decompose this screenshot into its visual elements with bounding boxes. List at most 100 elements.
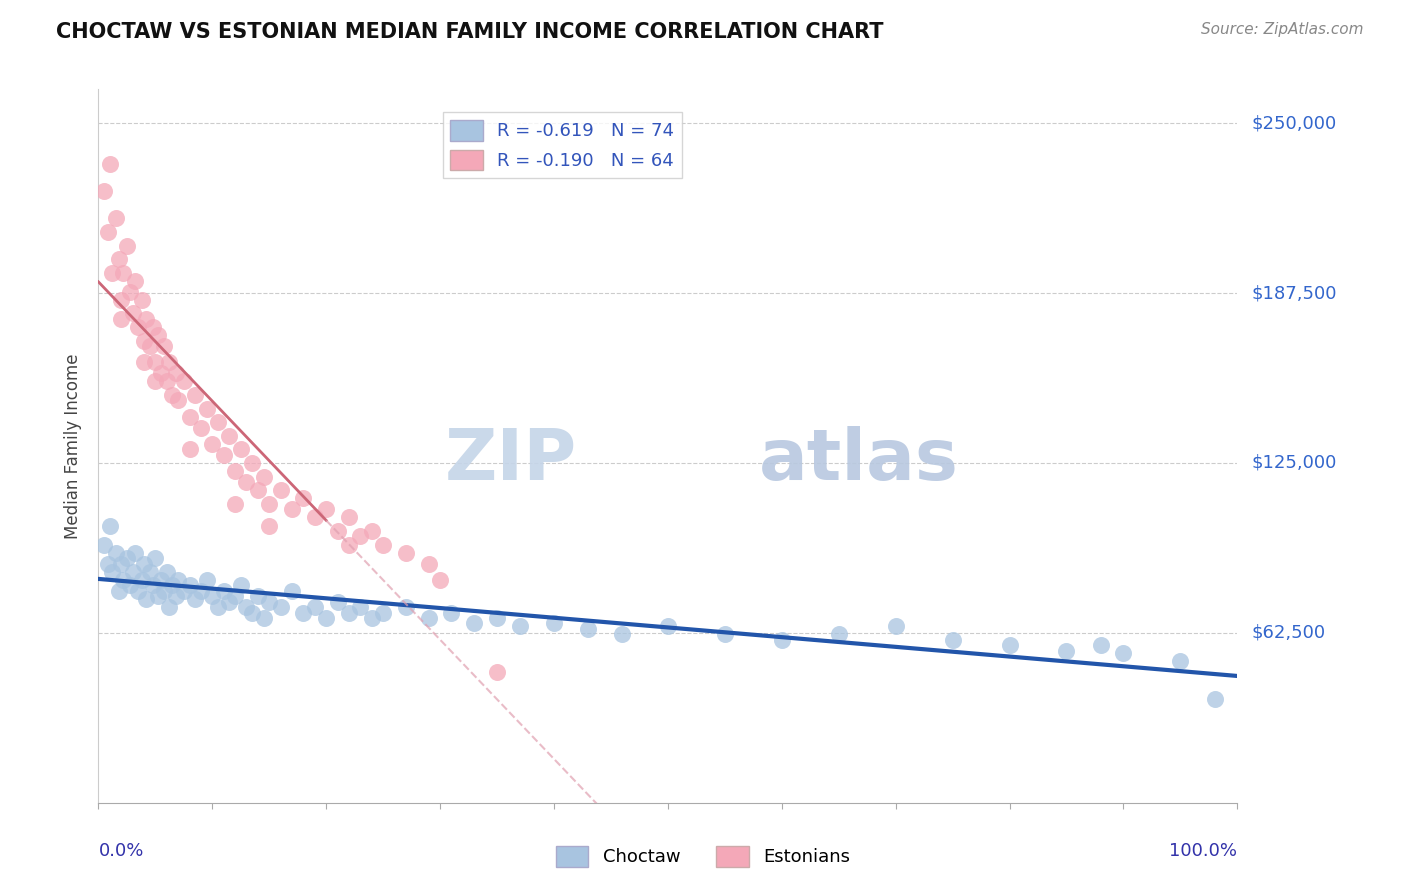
Text: 0.0%: 0.0%	[98, 842, 143, 860]
Point	[270, 483, 292, 498]
Text: 100.0%: 100.0%	[1170, 842, 1237, 860]
Point	[101, 565, 124, 579]
Point	[337, 537, 360, 551]
Point	[179, 578, 201, 592]
Point	[112, 266, 135, 280]
Point	[179, 409, 201, 424]
Point	[252, 611, 274, 625]
Point	[127, 320, 149, 334]
Point	[162, 388, 184, 402]
Point	[229, 442, 252, 457]
Point	[429, 573, 451, 587]
Point	[112, 573, 135, 587]
Point	[190, 420, 212, 434]
Point	[98, 157, 121, 171]
Text: $187,500: $187,500	[1251, 284, 1337, 302]
Point	[150, 366, 173, 380]
Point	[162, 578, 184, 592]
Point	[1054, 643, 1078, 657]
Point	[127, 583, 149, 598]
Point	[218, 594, 240, 608]
Point	[235, 600, 257, 615]
Point	[395, 546, 418, 560]
Point	[165, 366, 187, 380]
Point	[1170, 655, 1192, 669]
Point	[543, 616, 565, 631]
Point	[942, 632, 965, 647]
Point	[156, 565, 179, 579]
Point	[173, 583, 195, 598]
Point	[315, 502, 337, 516]
Point	[145, 375, 167, 389]
Point	[93, 537, 115, 551]
Point	[195, 401, 218, 416]
Point	[1112, 646, 1135, 660]
Text: atlas: atlas	[759, 425, 959, 495]
Point	[146, 589, 169, 603]
Point	[132, 355, 155, 369]
Text: ZIP: ZIP	[444, 425, 576, 495]
Point	[110, 293, 132, 307]
Point	[1090, 638, 1112, 652]
Point	[110, 312, 132, 326]
Point	[998, 638, 1021, 652]
Legend: R = -0.619   N = 74, R = -0.190   N = 64: R = -0.619 N = 74, R = -0.190 N = 64	[443, 112, 682, 178]
Point	[292, 606, 315, 620]
Point	[259, 594, 281, 608]
Point	[224, 464, 246, 478]
Point	[326, 524, 349, 538]
Point	[167, 573, 190, 587]
Point	[157, 600, 180, 615]
Point	[146, 328, 169, 343]
Point	[145, 551, 167, 566]
Point	[96, 225, 118, 239]
Point	[360, 611, 382, 625]
Y-axis label: Median Family Income: Median Family Income	[65, 353, 83, 539]
Point	[212, 583, 235, 598]
Point	[120, 578, 142, 592]
Point	[259, 497, 281, 511]
Legend: Choctaw, Estonians: Choctaw, Estonians	[548, 838, 858, 874]
Point	[207, 415, 229, 429]
Text: $125,000: $125,000	[1251, 454, 1337, 472]
Point	[884, 619, 907, 633]
Point	[246, 483, 269, 498]
Text: Source: ZipAtlas.com: Source: ZipAtlas.com	[1201, 22, 1364, 37]
Point	[184, 388, 207, 402]
Point	[224, 589, 246, 603]
Point	[108, 252, 131, 266]
Point	[132, 334, 155, 348]
Point	[612, 627, 634, 641]
Point	[270, 600, 292, 615]
Point	[138, 565, 160, 579]
Point	[93, 184, 115, 198]
Point	[167, 393, 190, 408]
Point	[337, 606, 360, 620]
Point	[212, 448, 235, 462]
Text: $250,000: $250,000	[1251, 114, 1337, 132]
Point	[150, 573, 173, 587]
Point	[240, 456, 263, 470]
Point	[252, 469, 274, 483]
Point	[124, 546, 146, 560]
Text: CHOCTAW VS ESTONIAN MEDIAN FAMILY INCOME CORRELATION CHART: CHOCTAW VS ESTONIAN MEDIAN FAMILY INCOME…	[56, 22, 884, 42]
Point	[115, 551, 138, 566]
Point	[418, 611, 440, 625]
Point	[120, 285, 142, 299]
Point	[124, 274, 146, 288]
Point	[201, 437, 224, 451]
Point	[108, 583, 131, 598]
Point	[96, 557, 118, 571]
Point	[104, 546, 127, 560]
Point	[115, 238, 138, 252]
Point	[509, 619, 531, 633]
Point	[371, 606, 394, 620]
Point	[326, 594, 349, 608]
Point	[142, 320, 165, 334]
Point	[463, 616, 485, 631]
Point	[281, 583, 304, 598]
Point	[110, 557, 132, 571]
Point	[304, 600, 326, 615]
Point	[201, 589, 224, 603]
Point	[173, 375, 195, 389]
